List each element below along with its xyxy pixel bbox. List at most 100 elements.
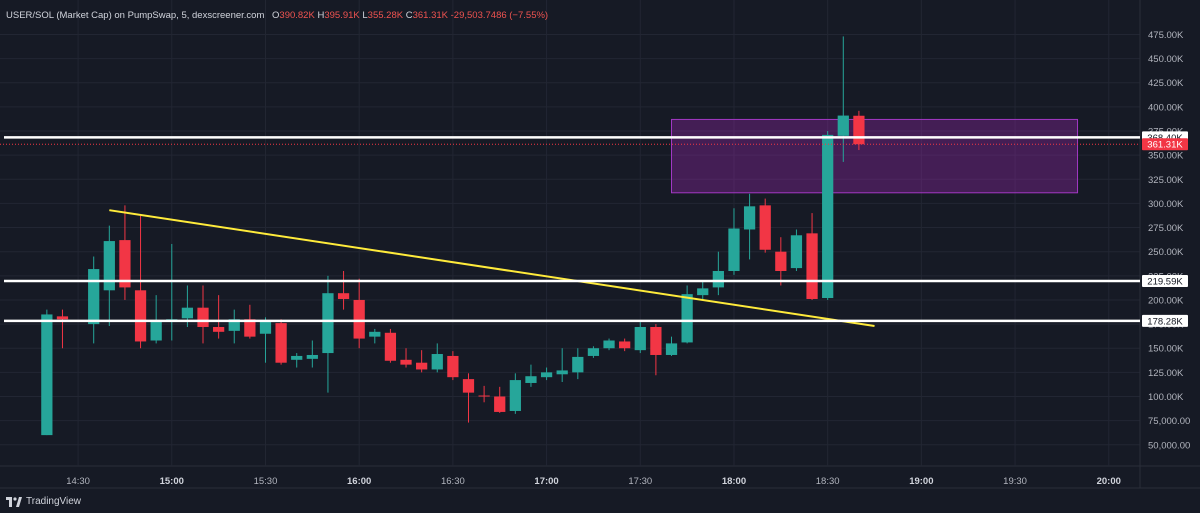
chart-header: USER/SOL (Market Cap) on PumpSwap, 5, de… — [6, 10, 548, 21]
candle-down[interactable] — [462, 379, 475, 393]
drawings[interactable] — [0, 136, 1140, 328]
y-tick-label: 100.00K — [1148, 392, 1184, 403]
y-tick-label: 425.00K — [1148, 78, 1184, 89]
y-tick-label: 275.00K — [1148, 223, 1184, 234]
candle-down[interactable] — [213, 326, 225, 332]
y-axis: 50,000.00 75,000.00 100.00K 125.00K 150.00K 1… — [1148, 30, 1190, 451]
candle-up[interactable] — [681, 294, 693, 343]
candle-up[interactable] — [572, 356, 584, 373]
x-tick-label: 19:00 — [909, 476, 933, 487]
low-value: 355.28K — [367, 10, 404, 21]
level-price-label: 219.59K — [1147, 277, 1183, 288]
candle-up[interactable] — [369, 331, 381, 337]
candle-down[interactable] — [400, 359, 412, 365]
candle-down[interactable] — [275, 323, 287, 363]
x-tick-label: 16:00 — [347, 476, 371, 487]
level-price-label: 178.28K — [1147, 316, 1183, 327]
candle-up[interactable] — [509, 380, 521, 411]
candle-down[interactable] — [650, 326, 662, 355]
candle-up[interactable] — [291, 355, 303, 360]
y-tick-label: 75,000.00 — [1148, 416, 1190, 427]
tradingview-brand: TradingView — [26, 496, 82, 507]
candle-up[interactable] — [228, 319, 240, 331]
candle-up[interactable] — [525, 376, 537, 383]
x-tick-label: 15:00 — [160, 476, 184, 487]
candle-up[interactable] — [181, 307, 194, 319]
candle-up[interactable] — [88, 269, 100, 325]
candle-up[interactable] — [603, 340, 615, 349]
y-tick-label: 50,000.00 — [1148, 440, 1190, 451]
candles[interactable] — [41, 36, 865, 436]
candle-down[interactable] — [775, 251, 787, 271]
close-value: 361.31K — [412, 10, 448, 21]
level-price-tag — [1142, 314, 1188, 327]
candle-up[interactable] — [822, 134, 834, 299]
candle-down[interactable] — [494, 396, 506, 412]
candle-down[interactable] — [197, 307, 209, 327]
candle-down[interactable] — [337, 293, 350, 299]
candle-up[interactable] — [103, 241, 115, 291]
high-value: 395.91K — [324, 10, 360, 21]
x-tick-label: 19:30 — [1003, 476, 1027, 487]
candle-up[interactable] — [728, 228, 740, 271]
candle-down[interactable] — [416, 362, 428, 370]
candle-up[interactable] — [556, 370, 568, 375]
supply-zone[interactable] — [671, 118, 1079, 194]
x-tick-label: 14:30 — [66, 476, 90, 487]
low-label: L — [362, 10, 368, 21]
y-tick-label: 300.00K — [1148, 199, 1184, 210]
open-label: O — [272, 10, 280, 21]
candle-up[interactable] — [306, 354, 318, 359]
candle-down[interactable] — [384, 332, 397, 361]
symbol-title[interactable]: USER/SOL (Market Cap) on PumpSwap, 5, de… — [6, 10, 265, 21]
candle-down[interactable] — [353, 299, 365, 339]
x-tick-label: 18:30 — [816, 476, 840, 487]
y-tick-label: 150.00K — [1148, 344, 1184, 355]
y-tick-label: 125.00K — [1148, 368, 1184, 379]
y-tick-label: 350.00K — [1148, 151, 1184, 162]
candle-up[interactable] — [665, 343, 678, 355]
open-value: 390.82K — [279, 10, 315, 21]
level-price-tag — [1142, 275, 1188, 288]
x-axis: 14:30 15:00 15:30 16:00 16:30 17:00 17:30 18:00… — [66, 476, 1121, 487]
candle-down[interactable] — [447, 355, 459, 378]
candle-up[interactable] — [743, 206, 756, 230]
candle-up[interactable] — [431, 354, 443, 370]
x-tick-label: 15:30 — [254, 476, 278, 487]
candle-up[interactable] — [790, 235, 803, 269]
candle-up[interactable] — [587, 348, 600, 356]
candle-down[interactable] — [806, 233, 818, 299]
trend-line[interactable] — [109, 209, 875, 328]
high-label: H — [317, 10, 325, 21]
candle-down[interactable] — [244, 319, 256, 337]
candle-down[interactable] — [759, 205, 771, 250]
candle-down[interactable] — [134, 290, 147, 342]
candle-down[interactable] — [853, 115, 865, 145]
candle-up[interactable] — [41, 314, 53, 436]
last-price-tag — [1142, 138, 1188, 151]
candle-up[interactable] — [540, 372, 553, 378]
supply-zone-box[interactable] — [671, 118, 1079, 194]
y-tick-label: 450.00K — [1148, 54, 1184, 65]
candle-down[interactable] — [56, 316, 69, 320]
candle-up[interactable] — [697, 288, 709, 296]
x-tick-label: 18:00 — [722, 476, 746, 487]
tradingview-icon — [6, 496, 22, 507]
candle-up[interactable] — [259, 321, 272, 334]
y-tick-label: 400.00K — [1148, 102, 1184, 113]
candle-up[interactable] — [634, 326, 646, 351]
x-tick-label: 17:30 — [628, 476, 652, 487]
x-tick-label: 17:00 — [534, 476, 558, 487]
tradingview-logo[interactable]: TradingView — [6, 496, 81, 507]
candle-up[interactable] — [837, 115, 849, 136]
candle-down[interactable] — [478, 395, 490, 397]
candle-up[interactable] — [150, 320, 162, 341]
candle-up[interactable] — [712, 270, 724, 288]
last-price-label: 361.31K — [1147, 140, 1183, 151]
y-tick-label: 200.00K — [1148, 295, 1184, 306]
candle-down[interactable] — [119, 240, 131, 288]
candle-down[interactable] — [619, 341, 631, 349]
candle-up[interactable] — [322, 293, 334, 354]
